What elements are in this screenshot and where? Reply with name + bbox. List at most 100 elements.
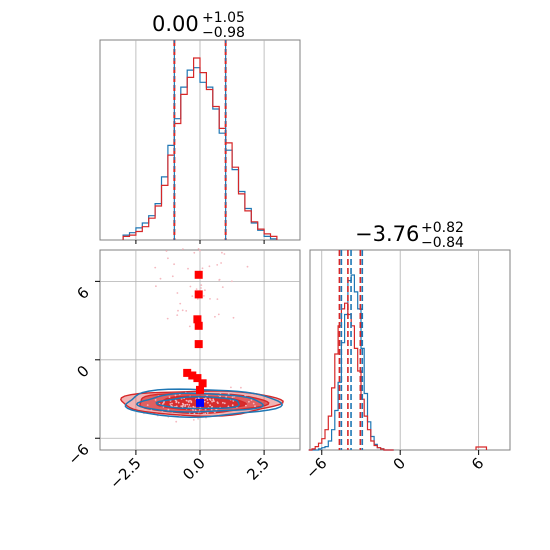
joint-scatter-point xyxy=(177,401,180,404)
joint-scatter-point xyxy=(218,278,221,281)
joint-scatter-point xyxy=(166,317,169,320)
joint-contour-a xyxy=(155,395,240,410)
joint-contour-a xyxy=(135,392,265,413)
joint-scatter-point xyxy=(211,400,214,403)
joint-scatter-point xyxy=(181,402,184,405)
joint-scatter-point xyxy=(216,264,219,266)
joint-marker-b xyxy=(198,379,207,388)
joint-marker-a xyxy=(196,398,204,407)
joint-scatter-point xyxy=(181,309,184,312)
joint-x-tick-label: 2.5 xyxy=(243,454,273,484)
y-marginal-x-tick-label: 6 xyxy=(468,454,487,473)
joint-marker-b xyxy=(193,315,202,324)
y-marginal-tail-b xyxy=(475,446,488,450)
y-marginal-frame xyxy=(309,249,511,451)
joint-scatter-point xyxy=(201,267,204,270)
joint-scatter-point xyxy=(252,402,255,405)
joint-scatter-point xyxy=(177,309,179,312)
joint-scatter-point xyxy=(217,402,219,404)
joint-y-tick-label: 0 xyxy=(73,362,92,381)
joint-scatter-point xyxy=(197,417,200,420)
joint-scatter-point xyxy=(216,298,219,300)
joint-scatter-point xyxy=(219,392,222,395)
joint-scatter-point xyxy=(250,399,253,401)
joint-scatter-point xyxy=(195,288,198,290)
joint-scatter-point xyxy=(222,401,224,404)
joint-scatter-point xyxy=(196,298,199,300)
scatter-points xyxy=(142,248,256,423)
joint-scatter-point xyxy=(199,249,201,252)
joint-x-tick-label: −2.5 xyxy=(106,454,144,492)
joint-scatter-point xyxy=(209,404,212,407)
joint-scatter-point xyxy=(146,404,149,406)
joint-scatter-point xyxy=(231,396,234,398)
joint-scatter-point xyxy=(171,275,174,278)
y-marginal-title-plus: +0.82 xyxy=(421,220,464,236)
joint-scatter-point xyxy=(154,266,157,269)
y-marginal-title-value: −3.76 xyxy=(355,222,419,246)
series-lines xyxy=(122,40,488,451)
joint-scatter-point xyxy=(184,404,187,406)
joint-scatter-point xyxy=(209,399,212,401)
joint-x-tick-label: 0.0 xyxy=(179,454,209,484)
joint-scatter-point xyxy=(223,253,226,255)
joint-scatter-point xyxy=(165,250,168,252)
joint-marker-b xyxy=(188,371,197,380)
joint-scatter-point xyxy=(217,313,220,316)
joint-scatter-point xyxy=(186,403,189,406)
joint-scatter-point xyxy=(197,248,200,250)
joint-scatter-point xyxy=(161,403,164,405)
joint-scatter-point xyxy=(192,409,195,411)
joint-scatter-point xyxy=(209,298,211,300)
joint-scatter-point xyxy=(240,386,242,389)
x-marginal-title-value: 0.00 xyxy=(152,12,199,36)
point-markers xyxy=(183,270,207,407)
joint-scatter-point xyxy=(230,386,232,389)
joint-scatter-point xyxy=(194,409,197,412)
joint-scatter-point xyxy=(206,399,209,401)
joint-scatter-point xyxy=(244,394,247,397)
joint-scatter-point xyxy=(193,412,196,415)
joint-scatter-point xyxy=(200,287,202,289)
joint-y-tick-label: 6 xyxy=(73,283,92,302)
joint-scatter-point xyxy=(203,295,205,297)
joint-scatter-point xyxy=(221,251,223,254)
joint-scatter-point xyxy=(179,302,182,305)
joint-scatter-point xyxy=(192,419,195,421)
joint-scatter-point xyxy=(168,396,171,398)
joint-scatter-point xyxy=(219,395,222,398)
joint-scatter-point xyxy=(159,277,162,280)
joint-marker-b xyxy=(193,374,202,383)
x-marginal-title-minus: −0.98 xyxy=(202,25,245,41)
joint-scatter-point xyxy=(182,248,184,251)
joint-scatter-point xyxy=(187,401,190,403)
joint-scatter-point xyxy=(174,399,177,402)
x-marginal-hist-b xyxy=(122,57,278,240)
joint-contour-a xyxy=(124,388,284,418)
joint-scatter-point xyxy=(189,285,192,288)
joint-scatter-point xyxy=(211,405,213,408)
joint-scatter-point xyxy=(176,314,179,316)
joint-scatter-point xyxy=(187,267,189,270)
x-marginal-title: 0.00 xyxy=(152,12,199,36)
y-marginal-x-tick-label: 0 xyxy=(390,454,409,473)
joint-scatter-point xyxy=(185,399,188,402)
joint-scatter-point xyxy=(150,409,153,412)
joint-marker-b xyxy=(183,368,192,377)
joint-scatter-point xyxy=(204,397,207,400)
joint-marker-b xyxy=(194,290,203,299)
y-marginal-x-tick-label: −6 xyxy=(302,454,330,482)
joint-scatter-point xyxy=(169,403,172,405)
joint-scatter-point xyxy=(193,251,196,254)
axis-ticks: −2.5 0.0 2.5 −6 0 6 −6 0 6 xyxy=(64,240,487,493)
joint-scatter-point xyxy=(174,394,177,397)
y-marginal-title-minus: −0.84 xyxy=(421,235,464,251)
joint-scatter-point xyxy=(176,292,179,294)
joint-scatter-point xyxy=(210,409,213,411)
joint-scatter-point xyxy=(155,285,157,288)
joint-scatter-point xyxy=(182,404,184,407)
joint-scatter-point xyxy=(167,257,169,260)
joint-scatter-point xyxy=(246,394,248,397)
joint-scatter-point xyxy=(204,408,207,411)
